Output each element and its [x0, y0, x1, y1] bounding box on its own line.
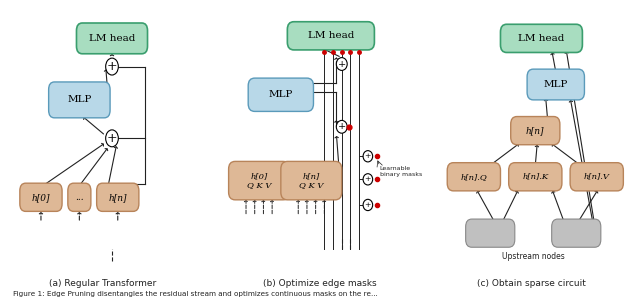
- Text: +: +: [365, 152, 371, 160]
- FancyBboxPatch shape: [77, 23, 148, 54]
- Text: Upstream nodes: Upstream nodes: [502, 252, 564, 261]
- FancyBboxPatch shape: [447, 163, 500, 191]
- Text: (b) Optimize edge masks: (b) Optimize edge masks: [263, 279, 377, 288]
- Text: +: +: [365, 175, 371, 183]
- Text: MLP: MLP: [543, 80, 568, 89]
- Text: h[n]: h[n]: [526, 126, 545, 135]
- FancyBboxPatch shape: [552, 219, 601, 247]
- Text: h[n]
Q K V: h[n] Q K V: [299, 172, 323, 189]
- Text: LM head: LM head: [308, 31, 354, 40]
- FancyBboxPatch shape: [511, 117, 560, 145]
- FancyBboxPatch shape: [20, 183, 62, 211]
- Text: h[0]
Q K V: h[0] Q K V: [247, 172, 271, 189]
- FancyBboxPatch shape: [97, 183, 139, 211]
- Text: h[n].K: h[n].K: [522, 173, 548, 181]
- Circle shape: [363, 174, 372, 185]
- Text: +: +: [338, 60, 346, 69]
- FancyBboxPatch shape: [500, 24, 582, 52]
- Circle shape: [363, 150, 372, 162]
- FancyBboxPatch shape: [570, 163, 623, 191]
- Circle shape: [363, 199, 372, 211]
- Text: (a) Regular Transformer: (a) Regular Transformer: [49, 279, 156, 288]
- Text: +: +: [107, 60, 117, 73]
- Text: Learnable
binary masks: Learnable binary masks: [380, 166, 422, 177]
- FancyBboxPatch shape: [281, 162, 342, 200]
- Circle shape: [337, 58, 347, 70]
- Text: +: +: [338, 122, 346, 131]
- Text: LM head: LM head: [518, 34, 564, 43]
- Text: LM head: LM head: [89, 34, 135, 43]
- Circle shape: [106, 130, 118, 147]
- FancyBboxPatch shape: [68, 183, 91, 211]
- FancyBboxPatch shape: [228, 162, 289, 200]
- Text: h[n].Q: h[n].Q: [461, 173, 487, 181]
- Circle shape: [106, 58, 118, 75]
- Text: +: +: [107, 132, 117, 145]
- Text: h[n]: h[n]: [109, 193, 127, 202]
- FancyBboxPatch shape: [287, 22, 374, 50]
- Text: MLP: MLP: [269, 90, 293, 99]
- Circle shape: [337, 120, 347, 133]
- Text: MLP: MLP: [67, 95, 92, 104]
- FancyBboxPatch shape: [509, 163, 562, 191]
- Text: (c) Obtain sparse circuit: (c) Obtain sparse circuit: [477, 279, 586, 288]
- Text: Figure 1: Edge Pruning disentangles the residual stream and optimizes continuous: Figure 1: Edge Pruning disentangles the …: [13, 291, 378, 297]
- Text: h[0]: h[0]: [32, 193, 50, 202]
- FancyBboxPatch shape: [527, 69, 584, 100]
- FancyBboxPatch shape: [248, 78, 314, 111]
- Text: +: +: [365, 201, 371, 209]
- Text: h[n].V: h[n].V: [584, 173, 610, 181]
- FancyBboxPatch shape: [466, 219, 515, 247]
- FancyBboxPatch shape: [49, 82, 110, 118]
- Text: ...: ...: [75, 193, 84, 202]
